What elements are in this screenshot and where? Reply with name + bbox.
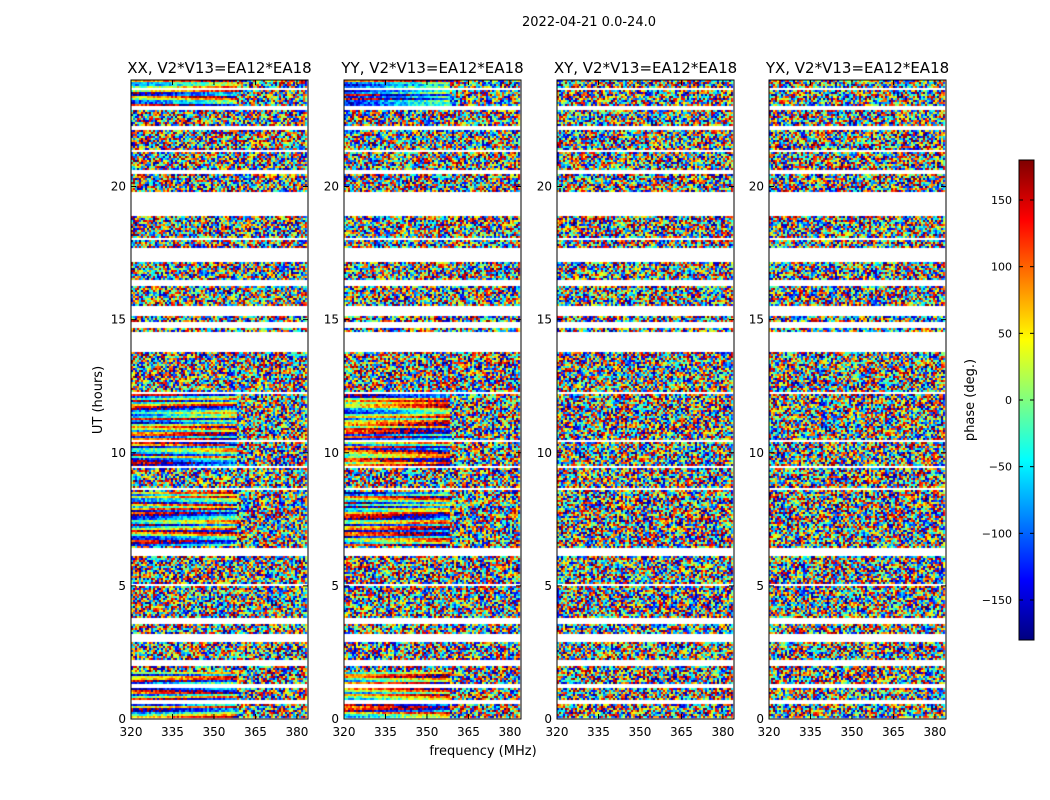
y-tick-label: 0 (756, 712, 764, 726)
panel-frame (768, 79, 947, 720)
y-tick-label: 0 (118, 712, 126, 726)
x-tick-label: 365 (670, 725, 693, 739)
y-tick-label: 5 (331, 579, 339, 593)
y-tick-label: 15 (111, 313, 126, 327)
colorbar-ticks: 150 100 50 0 −50 −100 −150 (982, 194, 1034, 607)
x-tick-label: 350 (203, 725, 226, 739)
phase-panel: YY, V2*V13=EA12*EA18 320 335 350 365 380 0 5 10 1… (324, 59, 524, 739)
y-tick-label: 5 (756, 579, 764, 593)
x-tick-label: 320 (758, 725, 781, 739)
y-tick-label: 15 (324, 313, 339, 327)
x-tick-label: 335 (799, 725, 822, 739)
x-tick-label: 365 (244, 725, 267, 739)
x-tick-label: 320 (546, 725, 569, 739)
colorbar-tick-label: −100 (982, 527, 1012, 540)
colorbar-tick-label: 0 (1005, 394, 1012, 407)
x-tick-label: 380 (498, 725, 521, 739)
phase-panel: XY, V2*V13=EA12*EA18 320 335 350 365 380 0 5 10 1… (537, 59, 737, 739)
y-tick-label: 0 (544, 712, 552, 726)
x-tick-label: 350 (841, 725, 864, 739)
phase-panel: XX, V2*V13=EA12*EA18 320 335 350 365 380 0 5 10 1… (111, 59, 312, 739)
y-tick-label: 10 (749, 446, 764, 460)
x-tick-label: 335 (587, 725, 610, 739)
panel-title: XX, V2*V13=EA12*EA18 (127, 59, 311, 77)
x-tick-label: 365 (882, 725, 905, 739)
phase-heatmap (344, 80, 521, 719)
y-axis-label: UT (hours) (91, 366, 106, 434)
x-tick-label: 350 (629, 725, 652, 739)
phase-heatmap (131, 80, 308, 719)
colorbar-tick-label: −150 (982, 594, 1012, 607)
y-tick-label: 10 (111, 446, 126, 460)
y-tick-label: 0 (331, 712, 339, 726)
y-tick-label: 15 (749, 313, 764, 327)
panel-title: XY, V2*V13=EA12*EA18 (554, 59, 737, 77)
x-tick-label: 335 (374, 725, 397, 739)
colorbar-tick-label: 50 (998, 327, 1012, 340)
panel-frame (130, 79, 309, 720)
x-tick-label: 365 (457, 725, 480, 739)
colorbar-tick-label: −50 (989, 461, 1012, 474)
y-tick-label: 5 (118, 579, 126, 593)
phase-panel: YX, V2*V13=EA12*EA18 320 335 350 365 380 0 5 10 1… (749, 59, 949, 739)
y-tick-label: 20 (749, 180, 764, 194)
phase-heatmap (557, 80, 734, 719)
panel-title: YY, V2*V13=EA12*EA18 (340, 59, 523, 77)
x-tick-label: 350 (416, 725, 439, 739)
x-tick-label: 320 (120, 725, 143, 739)
figure-title: 2022-04-21 0.0-24.0 (522, 15, 656, 30)
x-tick-label: 320 (333, 725, 356, 739)
panel-title: YX, V2*V13=EA12*EA18 (765, 59, 949, 77)
y-tick-label: 15 (537, 313, 552, 327)
x-tick-label: 380 (711, 725, 734, 739)
y-tick-label: 20 (537, 180, 552, 194)
panels: XX, V2*V13=EA12*EA18 320 335 350 365 380 0 5 10 1… (111, 59, 949, 739)
panel-frame (343, 79, 522, 720)
y-tick-label: 10 (324, 446, 339, 460)
y-tick-label: 5 (544, 579, 552, 593)
panel-frame (556, 79, 735, 720)
x-axis-label: frequency (MHz) (429, 744, 536, 759)
x-tick-label: 335 (161, 725, 184, 739)
colorbar-label: phase (deg.) (963, 359, 978, 441)
y-tick-label: 20 (111, 180, 126, 194)
colorbar-tick-label: 150 (991, 194, 1012, 207)
colorbar: 150 100 50 0 −50 −100 −150 phase (deg.) (963, 159, 1035, 641)
phase-heatmap (769, 80, 946, 719)
y-tick-label: 10 (537, 446, 552, 460)
colorbar-tick-label: 100 (991, 261, 1012, 274)
x-tick-label: 380 (923, 725, 946, 739)
x-tick-label: 380 (285, 725, 308, 739)
y-tick-label: 20 (324, 180, 339, 194)
